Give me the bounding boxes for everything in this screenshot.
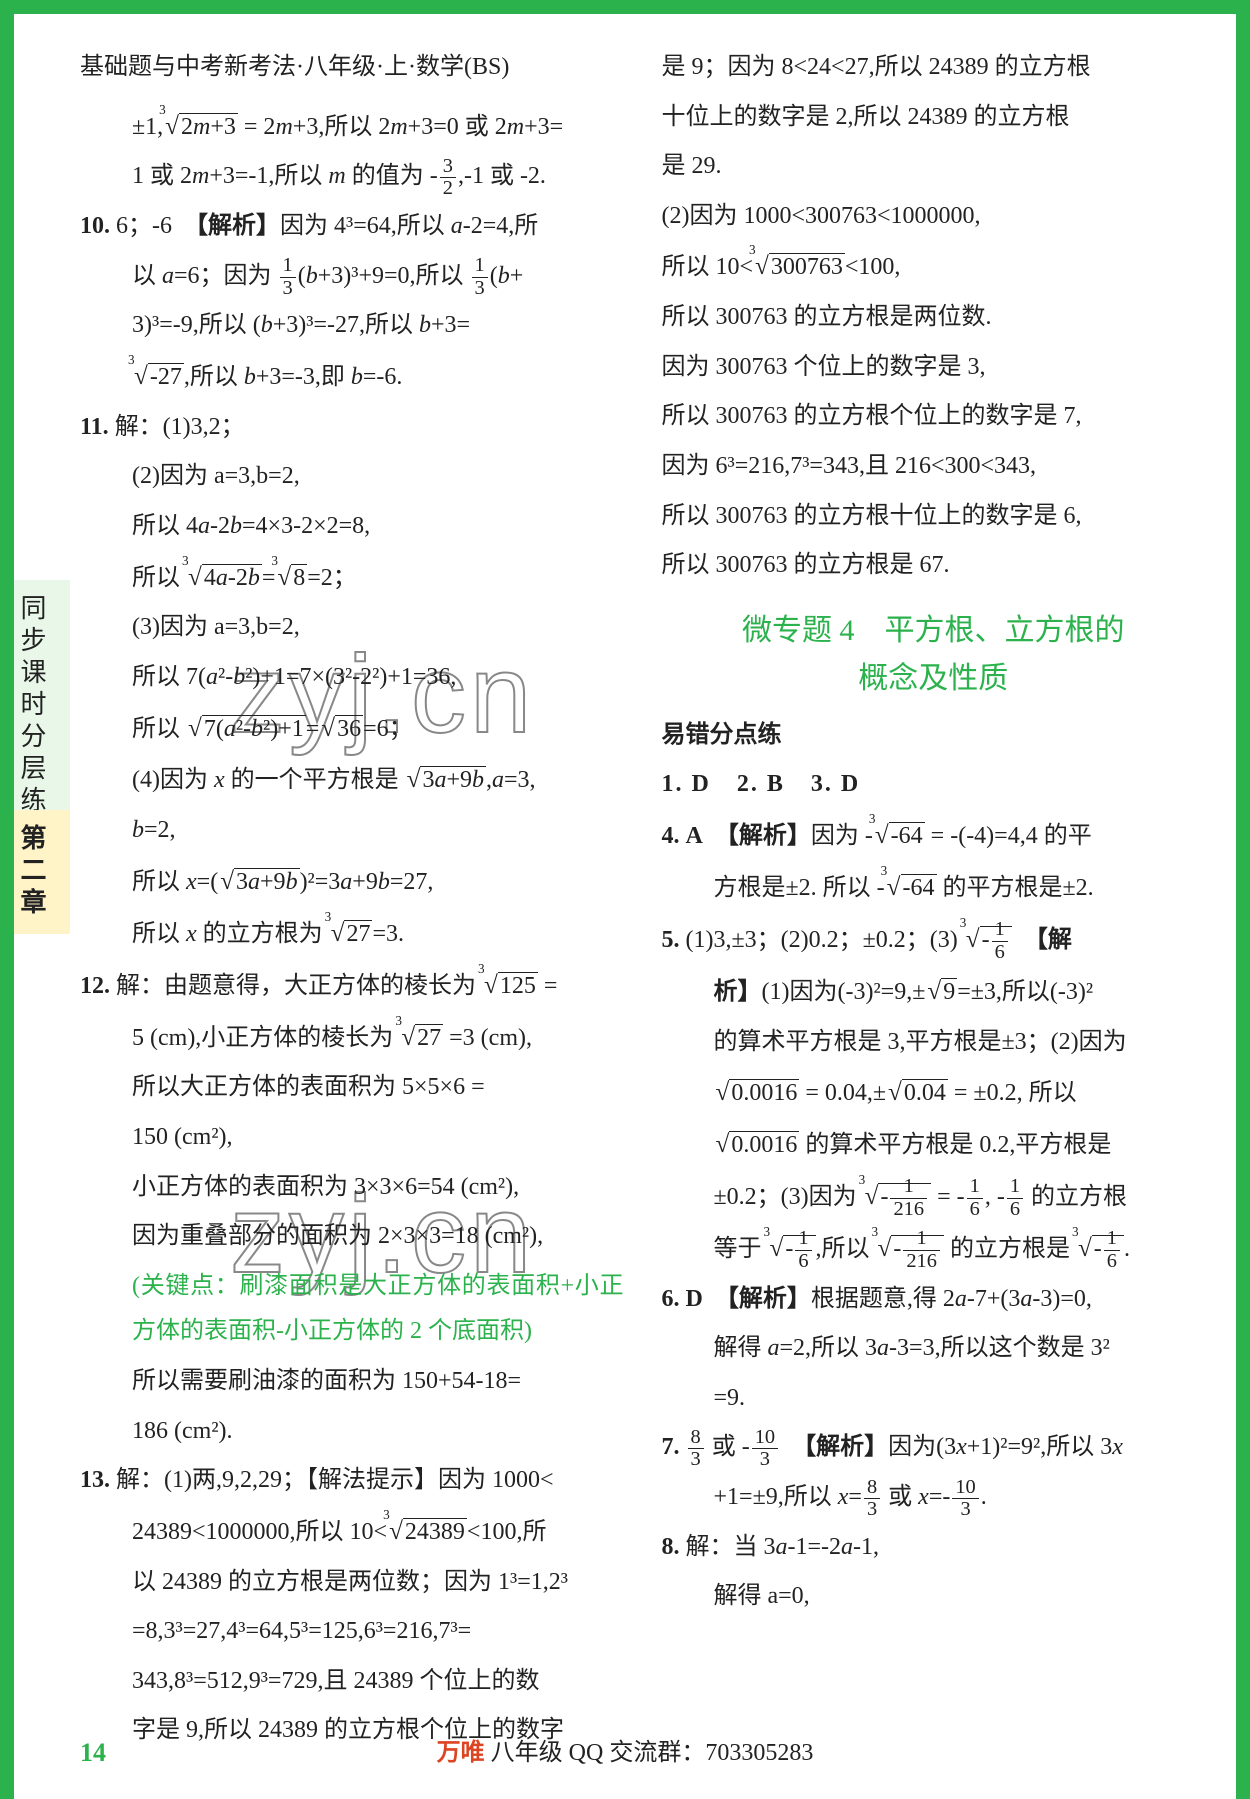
q10-line3: 3)³=-9,所以 (b+3)³=-27,所以 b+3= <box>80 303 624 349</box>
q12-l9: 186 (cm²). <box>80 1409 624 1455</box>
q8-num: 8. <box>662 1534 680 1560</box>
q11-l7: 所以 7(a²-b²)+1=36=6； <box>80 705 624 753</box>
q9-cont-1: ±1,32m+3 = 2m+3,所以 2m+3=0 或 2m+3= <box>80 103 624 151</box>
q5-l3: 的算术平方根是 3,平方根是±3；(2)因为 <box>662 1020 1206 1066</box>
section-title-line1: 微专题 4 平方根、立方根的 <box>662 607 1206 655</box>
section-title-line2: 概念及性质 <box>662 655 1206 703</box>
footer-brand: 万唯 <box>437 1740 485 1766</box>
q11-l11: 所以 x 的立方根为 327=3. <box>80 910 624 958</box>
q4-l2: 方根是±2. 所以 -3-64 的平方根是±2. <box>662 864 1206 912</box>
q7-l2: +1=±9,所以 x=83 或 x=-103. <box>662 1475 1206 1521</box>
q4-tag: 【解析】 <box>727 823 811 849</box>
answers-1-3: 1. D 2. B 3. D <box>662 762 1206 808</box>
q4-l1: 4. A 【解析】因为 -3-64 = -(-4)=4,4 的平 <box>662 812 1206 860</box>
page-border-top <box>0 0 1250 14</box>
r13-l9: 因为 6³=216,7³=343,且 216<300<343, <box>662 444 1206 490</box>
r13-l8: 所以 300763 的立方根个位上的数字是 7, <box>662 394 1206 440</box>
q6-l1: 6. D 【解析】根据题意,得 2a-7+(3a-3)=0, <box>662 1277 1206 1323</box>
q7-num: 7. <box>662 1434 680 1460</box>
q11-l4: 所以 34a-2b=38=2； <box>80 554 624 602</box>
q5-l4: 0.0016 = 0.04,±0.04 = ±0.2, 所以 <box>662 1069 1206 1117</box>
q13-l1: 13. 解：(1)两,9,2,29；【解法提示】因为 1000< <box>80 1458 624 1504</box>
q12-l6: 因为重叠部分的面积为 2×3×3=18 (cm²), <box>80 1214 624 1260</box>
q13-num: 13. <box>80 1467 110 1493</box>
right-column: 是 9；因为 8<24<27,所以 24389 的立方根 十位上的数字是 2,所… <box>662 45 1206 1739</box>
sidebar-tab-1: 同步课时分层练 <box>14 580 70 832</box>
q12-l2: 5 (cm),小正方体的棱长为 327 =3 (cm), <box>80 1014 624 1062</box>
q13-l4: =8,3³=27,4³=64,5³=125,6³=216,7³= <box>80 1609 624 1655</box>
r13-l10: 所以 300763 的立方根十位上的数字是 6, <box>662 494 1206 540</box>
q11-l8: (4)因为 x 的一个平方根是 3a+9b,a=3, <box>80 756 624 804</box>
q5-l5: 0.0016 的算术平方根是 0.2,平方根是 <box>662 1121 1206 1169</box>
q6-l3: =9. <box>662 1376 1206 1422</box>
q10-num: 10. <box>80 213 110 239</box>
q11-l9: b=2, <box>80 808 624 854</box>
q13-l2: 24389<1000000,所以 10<324389<100,所 <box>80 1508 624 1556</box>
q5-l2: 析】(1)因为(-3)²=9,±9=±3,所以(-3)² <box>662 968 1206 1016</box>
page-header: 基础题与中考新考法·八年级·上·数学(BS) <box>80 45 624 91</box>
q12-l1: 12. 解：由题意得，大正方体的棱长为 3125 = <box>80 962 624 1010</box>
q11-head: 解：(1)3,2； <box>115 414 245 440</box>
q5-l7: 等于 3-16,所以 3-1216 的立方根是 3-16. <box>662 1225 1206 1273</box>
r13-l4: (2)因为 1000<300763<1000000, <box>662 194 1206 240</box>
section-title: 微专题 4 平方根、立方根的 概念及性质 <box>662 607 1206 703</box>
q12-l4: 150 (cm²), <box>80 1115 624 1161</box>
q5-num: 5. <box>662 927 680 953</box>
page-number: 14 <box>80 1728 106 1777</box>
q10-line4: 3-27,所以 b+3=-3,即 b=-6. <box>80 353 624 401</box>
q11-l5: (3)因为 a=3,b=2, <box>80 605 624 651</box>
q6-num: 6. <box>662 1286 680 1312</box>
q11-num: 11. <box>80 414 109 440</box>
r13-l3: 是 29. <box>662 144 1206 190</box>
q8-l2: 解得 a=0, <box>662 1574 1206 1620</box>
q4-ans: A <box>686 823 703 849</box>
q11-l10: 所以 x=(3a+9b)²=3a+9b=27, <box>80 858 624 906</box>
subhead-errors: 易错分点练 <box>662 713 1206 759</box>
q6-tag: 【解析】 <box>727 1286 811 1312</box>
q13-l3: 以 24389 的立方根是两位数；因为 1³=1,2³ <box>80 1560 624 1606</box>
q12-num: 12. <box>80 973 110 999</box>
q11-l3: 所以 4a-2b=4×3-2×2=8, <box>80 504 624 550</box>
q4-num: 4. <box>662 823 680 849</box>
r13-l5: 所以 10<3300763<100, <box>662 243 1206 291</box>
q11-l2: (2)因为 a=3,b=2, <box>80 454 624 500</box>
q6-l2: 解得 a=2,所以 3a-3=3,所以这个数是 3² <box>662 1326 1206 1372</box>
q9-cont-2: 1 或 2m+3=-1,所以 m 的值为 -32,-1 或 -2. <box>80 154 624 200</box>
sidebar-tab-2: 第二章 <box>14 810 70 934</box>
q10-line1: 10. 6；-6 【解析】因为 4³=64,所以 a-2=4,所 <box>80 204 624 250</box>
q11-l6: 所以 7(a²-b²)+1=7×(3²-2²)+1=36, <box>80 655 624 701</box>
footer-rest: 八年级 QQ 交流群：703305283 <box>485 1740 814 1766</box>
page-border-right <box>1236 0 1250 1799</box>
q8-l1: 8. 解：当 3a-1=-2a-1, <box>662 1525 1206 1571</box>
r13-l1: 是 9；因为 8<24<27,所以 24389 的立方根 <box>662 45 1206 91</box>
q12-l5: 小正方体的表面积为 3×3×6=54 (cm²), <box>80 1165 624 1211</box>
q13-l5: 343,8³=512,9³=729,且 24389 个位上的数 <box>80 1659 624 1705</box>
q6-ans: D <box>686 1286 703 1312</box>
q5-l1: 5. (1)3,±3；(2)0.2；±0.2；(3) 3-16 【解 <box>662 916 1206 964</box>
q11-line1: 11. 解：(1)3,2； <box>80 405 624 451</box>
q10-line2: 以 a=6；因为 13(b+3)³+9=0,所以 13(b+ <box>80 254 624 300</box>
q12-l3: 所以大正方体的表面积为 5×5×6 = <box>80 1065 624 1111</box>
footer-text: 万唯 八年级 QQ 交流群：703305283 <box>437 1731 814 1777</box>
r13-l6: 所以 300763 的立方根是两位数. <box>662 295 1206 341</box>
q5-l6: ±0.2；(3)因为 3-1216 = -16, -16 的立方根 <box>662 1173 1206 1221</box>
q12-keypoint: (关键点：刷漆面积是大正方体的表面积+小正方体的表面积-小正方体的 2 个底面积… <box>80 1264 624 1355</box>
q7-l1: 7. 83 或 -103 【解析】因为(3x+1)²=9²,所以 3x <box>662 1425 1206 1471</box>
r13-l2: 十位上的数字是 2,所以 24389 的立方根 <box>662 95 1206 141</box>
left-column: 基础题与中考新考法·八年级·上·数学(BS) ±1,32m+3 = 2m+3,所… <box>80 45 624 1739</box>
r13-l11: 所以 300763 的立方根是 67. <box>662 543 1206 589</box>
q12-l8: 所以需要刷油漆的面积为 150+54-18= <box>80 1359 624 1405</box>
content-columns: 基础题与中考新考法·八年级·上·数学(BS) ±1,32m+3 = 2m+3,所… <box>80 45 1205 1739</box>
r13-l7: 因为 300763 个位上的数字是 3, <box>662 345 1206 391</box>
